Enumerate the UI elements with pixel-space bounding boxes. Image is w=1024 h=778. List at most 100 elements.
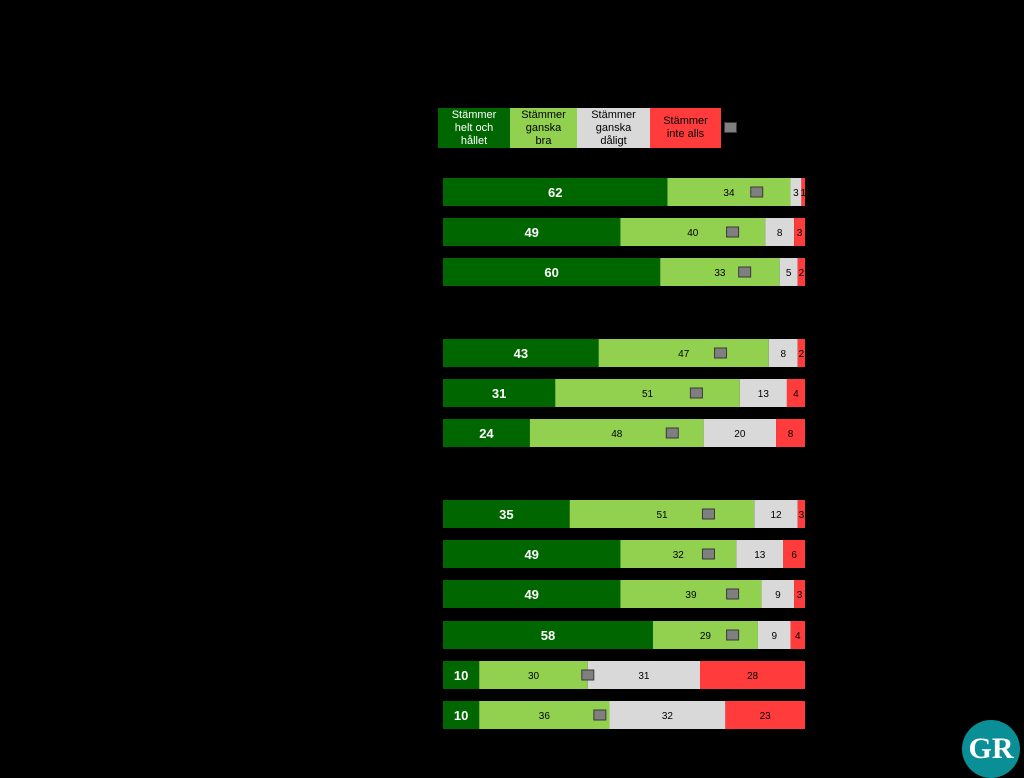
bar-segment [739, 379, 787, 407]
mean-marker [581, 669, 595, 681]
bar-segment [725, 701, 805, 729]
mean-marker [593, 709, 607, 721]
question-label: Jag tycker att det finns bra utrymmen at… [68, 625, 394, 639]
bar-data-label: 24 [479, 426, 494, 441]
bar-data-label: 8 [777, 228, 783, 239]
bar-data-label: 32 [662, 711, 674, 722]
stat-value-3: 2 [928, 587, 936, 601]
stat-value-2: 2,2 [887, 668, 905, 682]
question-label: De flesta vuxna i skolan bemöter mig på … [68, 222, 367, 250]
bar-data-label: 30 [528, 671, 540, 682]
section-n: 71 [410, 480, 424, 494]
bar-data-label: 49 [524, 587, 538, 602]
section-n: 80 [410, 156, 424, 170]
question-label: Jag känner mig trygg i skolan [68, 182, 225, 196]
bar-segment [620, 218, 766, 246]
stat-value-3: 4 [928, 225, 936, 239]
bar-segment [779, 258, 798, 286]
bar-segment [443, 661, 480, 689]
stat-value-1: 3,4 [843, 587, 861, 601]
bar-segment [736, 540, 784, 568]
question-label: Lärarna i min skola tar hänsyn till elev… [68, 343, 338, 357]
stat-value-2: 2,9 [887, 426, 905, 440]
bar-data-label: 23 [760, 711, 772, 722]
stat-value-3: 2 [928, 708, 936, 722]
bar-data-label: 3 [797, 228, 803, 239]
bar-segment [790, 621, 805, 649]
bar-segment [443, 701, 480, 729]
stat-value-2: 3,3 [887, 587, 905, 601]
legend-marker-mean [724, 122, 737, 133]
section-title: Trivsel och trygghet [68, 156, 173, 170]
mean-marker [726, 629, 740, 641]
bar-data-label: 40 [687, 228, 699, 239]
bar-data-label: 34 [723, 188, 735, 199]
bar-segment [794, 580, 805, 608]
bar-segment [801, 178, 805, 206]
mean-marker [665, 427, 679, 439]
bar-data-label: 8 [788, 429, 794, 440]
bar-data-label: 60 [544, 265, 558, 280]
bar-data-label: 33 [714, 268, 726, 279]
bar-data-label: 6 [791, 550, 797, 561]
stat-value-1: 3,4 [843, 628, 861, 642]
bar-data-label: 32 [673, 550, 685, 561]
mean-marker [726, 226, 740, 238]
bar-segment [761, 580, 795, 608]
stat-value-2: 3,1 [887, 386, 905, 400]
legend-item-2: Stämmer ganska bra [510, 108, 577, 148]
bar-segment [652, 621, 758, 649]
stat-value-2: 3,6 [887, 185, 905, 199]
bar-data-label: 13 [754, 550, 766, 561]
bar-segment [443, 339, 599, 367]
stat-value-1: 3,6 [843, 185, 861, 199]
bar-data-label: 49 [524, 547, 538, 562]
bar-data-label: 31 [492, 386, 506, 401]
bar-segment [569, 500, 755, 528]
bar-segment [609, 701, 726, 729]
bar-segment [443, 258, 661, 286]
bar-data-label: 35 [499, 507, 513, 522]
bar-segment [443, 500, 570, 528]
question-label: Jag känner att jag kan påverka hur vi ar… [68, 383, 351, 397]
stat-value-3: 4 [928, 346, 936, 360]
bar-data-label: 2 [799, 349, 805, 360]
bar-data-label: 4 [793, 389, 799, 400]
bar-data-label: 2 [799, 268, 805, 279]
stat-value-2: 3,2 [887, 507, 905, 521]
stat-value-1: 3,4 [843, 225, 861, 239]
question-label: Jag får möjlighet att studera i skolan [68, 504, 261, 518]
bar-segment [587, 661, 701, 689]
bar-data-label: 47 [678, 349, 690, 360]
stat-value-1: 3,5 [843, 265, 861, 279]
stat-value-3: 2 [928, 547, 936, 561]
bar-data-label: 9 [771, 631, 777, 642]
bar-segment [703, 419, 777, 447]
bar-data-label: 36 [539, 711, 551, 722]
question-label: Klassrummen på min skola är bra [68, 584, 247, 598]
question-label: Jag känner att jag kan påverka vad vi sk… [68, 423, 397, 451]
bar-data-label: 51 [656, 510, 668, 521]
stat-value-3: 6 [928, 507, 936, 521]
bar-segment [790, 178, 802, 206]
bar-segment [443, 580, 621, 608]
mean-marker [701, 508, 715, 520]
bar-data-label: 5 [786, 268, 792, 279]
bar-data-label: 43 [514, 346, 528, 361]
bar-segment [768, 339, 798, 367]
mean-marker [738, 266, 752, 278]
bar-data-label: 58 [541, 628, 555, 643]
mean-marker [750, 186, 764, 198]
bar-segment [620, 540, 737, 568]
section-n: 87 [410, 318, 424, 332]
bar-data-label: 1 [800, 188, 806, 199]
mean-marker [726, 588, 740, 600]
bar-segment [757, 621, 791, 649]
bar-data-label: 49 [524, 225, 538, 240]
bar-segment [479, 701, 610, 729]
bar-data-label: 29 [700, 631, 712, 642]
stat-value-3: 3 [928, 185, 936, 199]
stat-value-3: 2 [928, 628, 936, 642]
bar-segment [776, 419, 805, 447]
